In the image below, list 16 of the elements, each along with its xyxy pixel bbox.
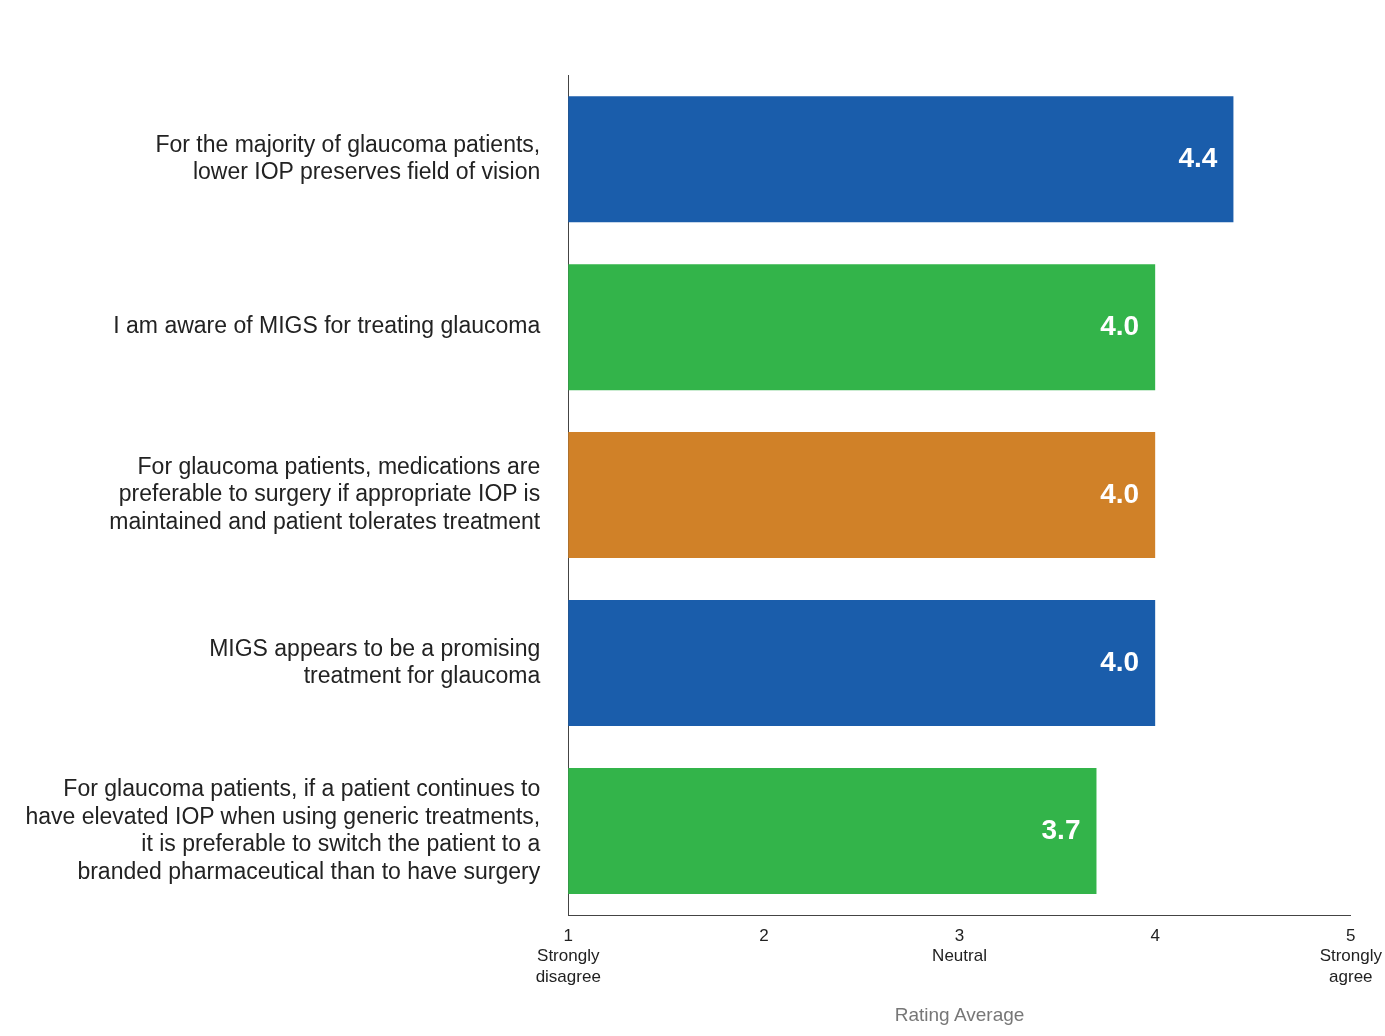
y-tick-label: I am aware of MIGS for treating glaucoma [113,312,541,339]
x-tick-label: 5 Strongly agree [1319,925,1383,986]
x-tick-label: 1 Strongly disagree [535,925,601,986]
data-label: 3.7 [1041,813,1081,845]
x-tick-label: 4 [1150,925,1160,945]
x-tick-label: 3 Neutral [932,925,987,966]
data-label: 4.4 [1178,141,1218,173]
y-tick-label: For glaucoma patients, if a patient continues to have elevated IOP when using generic treatments, it is preferable to switch the patient to a branded pharmaceutical than to have surgery [25,774,541,884]
y-tick-label: For the majority of glaucoma patients, lower IOP preserves field of vision [155,130,541,185]
data-label: 4.0 [1100,477,1140,509]
data-label: 4.0 [1100,645,1140,677]
x-tick-label: 2 [759,925,769,945]
data-label: 4.0 [1100,309,1140,341]
y-tick-label: For glaucoma patients, medications are preferable to surgery if appropriate IOP is maintained and patient tolerates treatment [109,452,541,535]
y-tick-label: MIGS appears to be a promising treatment for glaucoma [209,634,541,689]
x-axis-title: Rating Average [894,1003,1025,1025]
